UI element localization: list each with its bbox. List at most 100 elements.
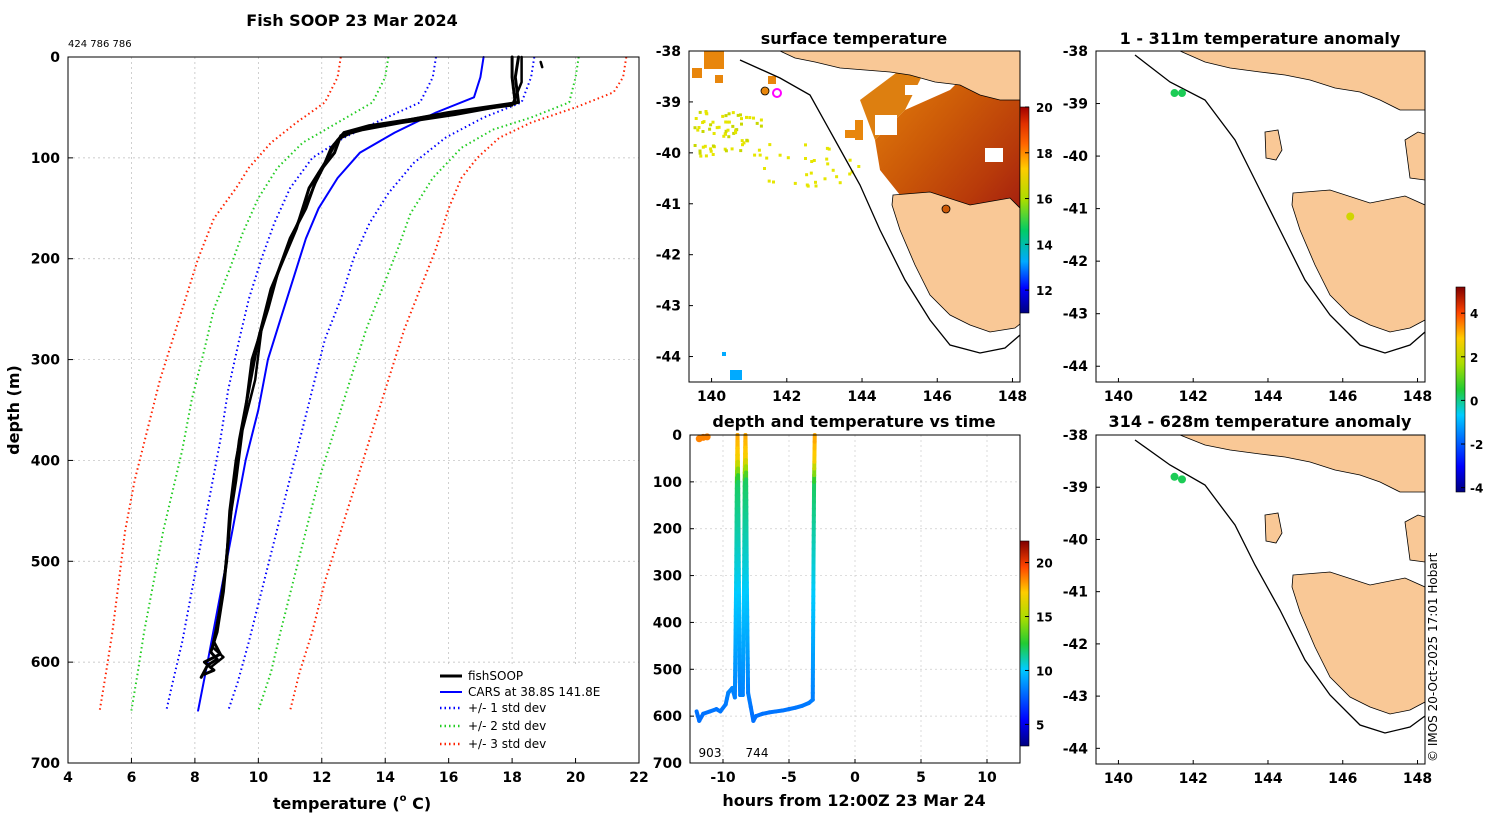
legend-box — [434, 664, 634, 758]
sst-xtick-label: 140 — [697, 389, 726, 405]
sst-speck — [704, 154, 708, 158]
dt-ytick-label: 0 — [672, 428, 682, 444]
a1-flinders-island — [1404, 131, 1425, 181]
sst-speck — [812, 159, 816, 162]
sst-speck — [848, 172, 852, 176]
sst-xtick-label: 146 — [923, 389, 952, 405]
profile-x-ticks: 4 6 8 10 12 14 16 18 20 22 — [63, 758, 649, 786]
sst-speck — [735, 128, 739, 132]
a2-ytick-label: -38 — [1063, 428, 1088, 444]
anomaly-lower-panel: 314 - 628m temperature anomaly 140 142 144… — [1063, 286, 1483, 787]
sst-speck — [694, 117, 698, 120]
sst-colorbar-tick-label: 18 — [1036, 147, 1053, 161]
legend-label-std1: +/- 1 std dev — [468, 701, 546, 715]
sst-colorbar-tick-label: 20 — [1036, 101, 1053, 115]
sst-speck — [711, 144, 715, 148]
sst-speck — [753, 153, 757, 157]
sst-speck — [723, 132, 727, 136]
sst-speck — [709, 149, 713, 153]
sst-speck — [727, 112, 731, 116]
anomaly-lower-title: 314 - 628m temperature anomaly — [1109, 412, 1412, 431]
sst-speck — [838, 181, 842, 185]
sst-speck — [731, 111, 735, 115]
sst-speck — [758, 153, 762, 157]
sst-speck — [723, 147, 727, 151]
a2-ytick-label: -40 — [1063, 532, 1089, 548]
profile-xtick-label: 4 — [63, 770, 73, 786]
sst-speck — [752, 116, 755, 120]
legend-label-std2: +/- 2 std dev — [468, 719, 546, 733]
sst-speck — [848, 158, 852, 162]
sst-cloud-gap — [985, 148, 1003, 162]
a2-xtick-label: 144 — [1253, 771, 1282, 787]
sst-speck — [755, 121, 759, 125]
a1-xtick-label: 148 — [1403, 389, 1432, 405]
profile-xlabel-main: temperature ( — [273, 794, 400, 813]
a1-anomaly-point — [1346, 212, 1355, 221]
sst-speck — [721, 114, 725, 118]
sst-speck — [809, 171, 813, 175]
sst-speck — [715, 126, 719, 130]
sst-ytick-label: -44 — [656, 350, 682, 366]
sst-ytick-label: -42 — [656, 248, 681, 264]
dt-annotation-903: 903 — [699, 746, 722, 760]
profile-xlabel-sup: o — [400, 793, 407, 804]
sst-speck — [736, 113, 740, 117]
sst-speck — [725, 120, 729, 124]
sst-speck — [724, 114, 728, 118]
dt-ytick-label: 700 — [653, 756, 682, 772]
a1-anomaly-point — [1170, 89, 1179, 98]
depth-time-track — [694, 433, 817, 723]
a1-ytick-label: -39 — [1063, 97, 1088, 113]
sst-speck — [827, 147, 831, 151]
a1-anomaly-point — [1177, 89, 1186, 98]
sst-speck — [697, 126, 701, 129]
sst-ytick-label: -41 — [656, 197, 681, 213]
a2-xtick-label: 146 — [1328, 771, 1357, 787]
sst-speck — [732, 131, 736, 135]
sst-speck — [772, 180, 775, 184]
sst-ytick-label: -39 — [656, 95, 681, 111]
copyright-label: © IMOS 20-Oct-2025 17:01 Hobart — [1426, 552, 1440, 762]
sst-patch — [855, 120, 863, 140]
sst-speck — [826, 162, 830, 166]
dt-ytick-label: 100 — [653, 475, 682, 491]
sst-cold-patch — [730, 370, 742, 380]
profile-xlabel-end: C) — [407, 794, 432, 813]
a1-king-island — [1264, 129, 1283, 161]
sst-speck — [693, 126, 697, 130]
sst-colorbar — [1019, 106, 1030, 314]
profile-ytick-label: 600 — [31, 655, 60, 671]
profile-ytick-label: 700 — [31, 756, 60, 772]
sst-map-panel: surface temperature — [656, 29, 1053, 405]
a2-shelf-contour — [1134, 439, 1425, 734]
sst-speck — [831, 168, 835, 172]
sst-speck — [741, 143, 744, 147]
sst-speck — [698, 110, 702, 114]
dt-colorbar-tick-label: 5 — [1036, 718, 1044, 732]
a1-xtick-label: 146 — [1328, 389, 1357, 405]
sst-speck — [814, 180, 817, 184]
sst-speck — [739, 149, 743, 153]
a2-tasmania — [1291, 571, 1425, 715]
a1-ytick-label: -41 — [1063, 202, 1088, 218]
anomaly-colorbar-tick-label: 2 — [1470, 351, 1478, 365]
sst-ship-marker — [772, 88, 782, 98]
sst-speck — [696, 128, 700, 132]
sst-speck — [740, 122, 743, 126]
profile-ylabel: depth (m) — [4, 365, 23, 455]
sst-speck — [765, 156, 769, 160]
sst-speck — [740, 139, 744, 143]
sst-speck — [814, 184, 818, 188]
sst-speck — [825, 157, 829, 161]
anomaly-upper-panel: 1 - 311m temperature anomaly 140 142 144 14… — [1063, 29, 1432, 405]
sst-colorbar-tick-label: 12 — [1036, 284, 1053, 298]
sst-speck — [745, 115, 748, 119]
profile-ytick-label: 200 — [31, 252, 60, 268]
sst-speck — [701, 130, 705, 133]
anomaly-upper-axes: 140 142 144 146 148 -38 -39 -40 -41 -42 -43 -44 — [1063, 44, 1432, 405]
sst-cloud-gap — [905, 85, 921, 95]
sst-ytick-label: -43 — [656, 299, 681, 315]
profile-series-fishsoop — [209, 55, 523, 669]
